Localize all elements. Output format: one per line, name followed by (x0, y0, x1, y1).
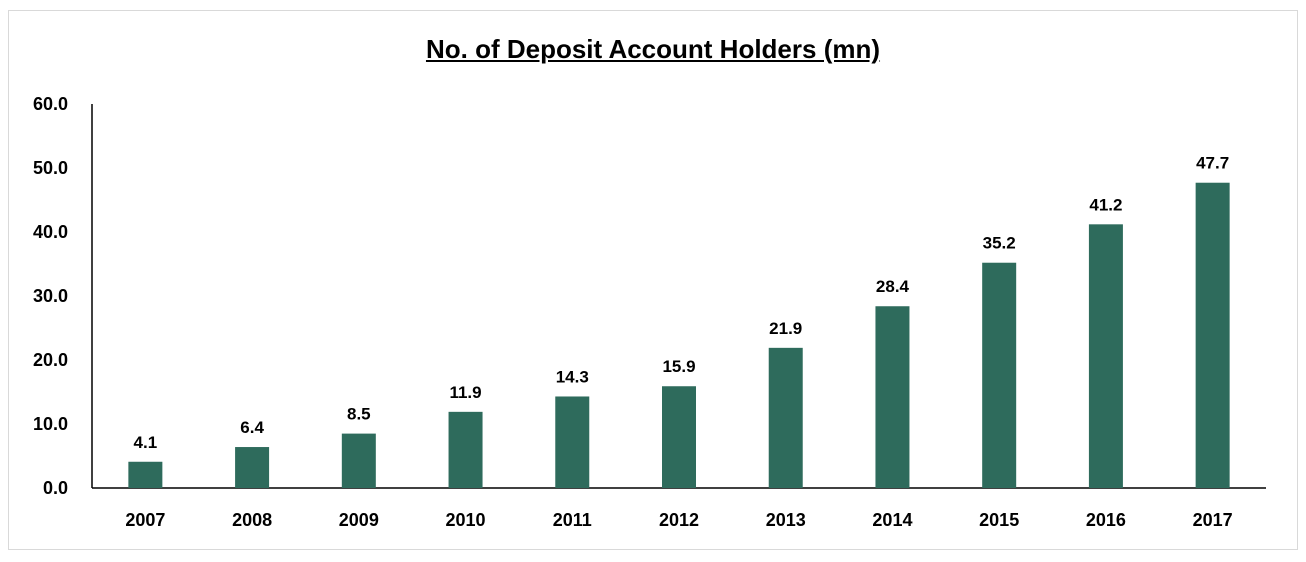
bar (341, 433, 376, 488)
x-tick-label: 2009 (339, 510, 379, 530)
bar-value-label: 47.7 (1196, 154, 1229, 173)
bar (235, 447, 270, 488)
bar (875, 306, 910, 488)
bar (555, 396, 590, 488)
bar-value-label: 11.9 (449, 383, 481, 402)
bar-value-label: 21.9 (769, 319, 802, 338)
chart-frame (8, 10, 1298, 550)
bar (1088, 224, 1123, 488)
x-tick-label: 2017 (1193, 510, 1233, 530)
y-tick-label: 40.0 (33, 222, 68, 242)
bar-value-label: 6.4 (240, 418, 264, 437)
x-tick-label: 2012 (659, 510, 699, 530)
bar (768, 347, 803, 488)
bar-value-label: 4.1 (134, 433, 158, 452)
y-tick-label: 60.0 (33, 94, 68, 114)
bar (662, 386, 696, 488)
data-labels: 4.1 6.4 8.5 11.9 14.3 15.9 21.9 28.4 35.2 41.2 47.… (134, 154, 1230, 452)
x-tick-label: 2015 (979, 510, 1019, 530)
bar (1195, 182, 1230, 488)
bars (128, 182, 1230, 488)
bar-value-label: 35.2 (983, 234, 1016, 253)
bar (982, 262, 1017, 488)
y-axis: 0.0 10.0 20.0 30.0 40.0 50.0 60.0 (33, 94, 93, 498)
bar (128, 461, 163, 488)
y-tick-label: 0.0 (43, 478, 68, 498)
bar (448, 411, 483, 488)
y-tick-label: 50.0 (33, 158, 68, 178)
y-tick-label: 30.0 (33, 286, 68, 306)
bar-value-label: 28.4 (876, 277, 910, 296)
x-tick-label: 2007 (125, 510, 165, 530)
bar-value-label: 8.5 (347, 405, 371, 424)
x-tick-label: 2011 (553, 510, 592, 530)
chart-title: No. of Deposit Account Holders (mn) (425, 34, 881, 64)
x-axis: 2007 2008 2009 2010 2011 2012 2013 2014 2015 2016… (92, 487, 1266, 530)
bar-value-label: 41.2 (1089, 195, 1122, 214)
bar-value-label: 14.3 (556, 367, 589, 386)
x-tick-label: 2016 (1086, 510, 1126, 530)
y-tick-label: 10.0 (33, 414, 68, 434)
x-tick-label: 2008 (232, 510, 272, 530)
x-tick-label: 2013 (766, 510, 806, 530)
x-tick-label: 2010 (446, 510, 486, 530)
x-tick-label: 2014 (872, 510, 912, 530)
y-tick-label: 20.0 (33, 350, 68, 370)
bar-value-label: 15.9 (662, 357, 695, 376)
